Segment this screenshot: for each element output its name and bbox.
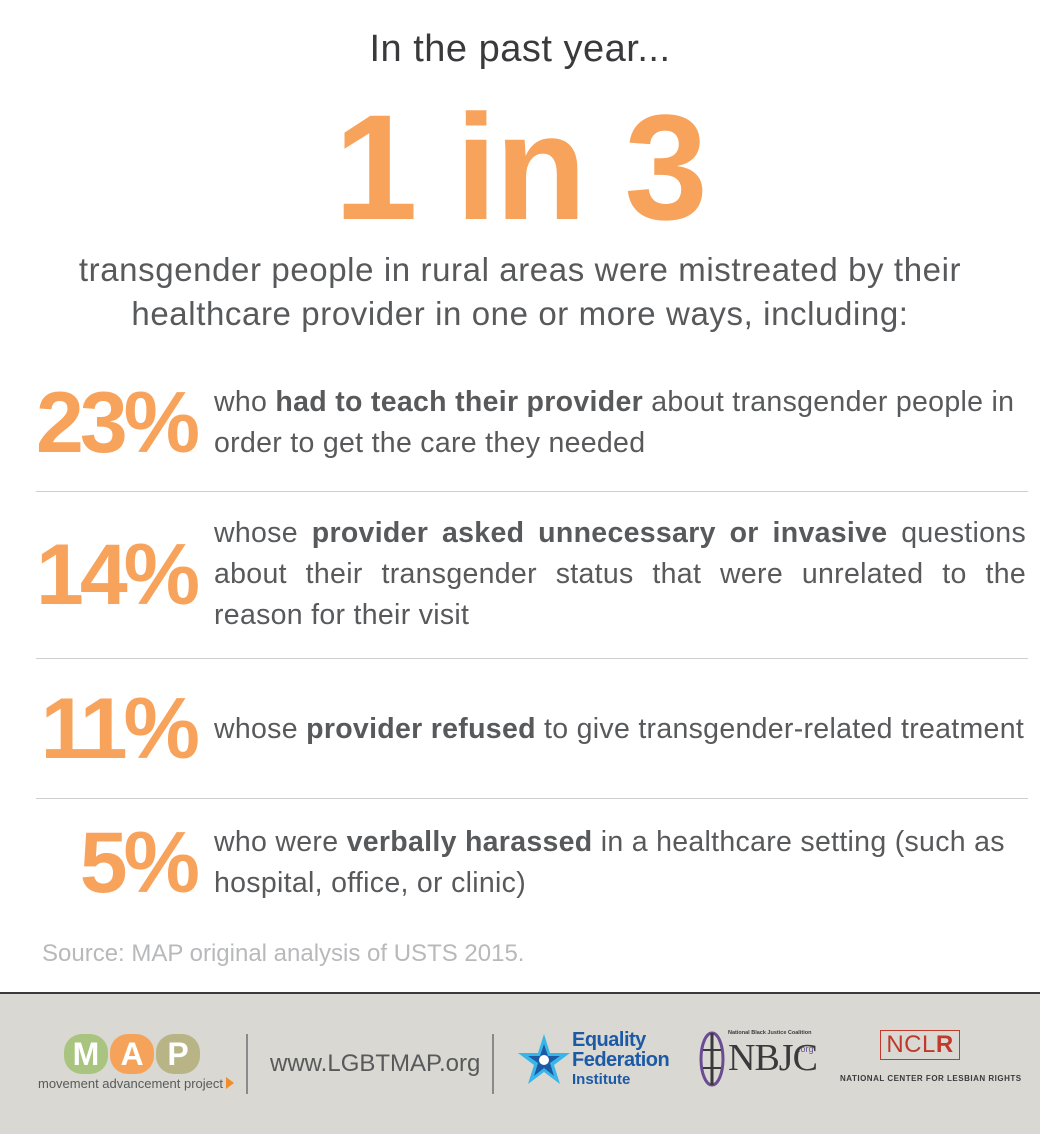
divider — [36, 658, 1028, 659]
divider — [36, 798, 1028, 799]
equality-star-icon — [518, 1034, 570, 1084]
footer-bar: M A P movement advancement project www.L… — [0, 992, 1040, 1134]
nbjc-name: NBJC — [728, 1037, 818, 1079]
efi-line3: Institute — [572, 1071, 631, 1088]
stat-percent: 11% — [40, 681, 200, 777]
stat-emphasis: had to teach their provider — [275, 386, 643, 418]
map-logo: M A P movement advancement project — [38, 1034, 234, 1096]
map-letter-m: M — [64, 1034, 108, 1074]
stat-description: who were verbally harassed in a healthca… — [214, 826, 1005, 899]
stat-emphasis: provider refused — [306, 712, 536, 745]
stat-description: whose provider refused to give transgend… — [214, 712, 1025, 745]
nbjc-emblem-icon — [699, 1031, 725, 1087]
stat-percent: 23% — [36, 375, 200, 471]
stat-description: who had to teach their provider about tr… — [214, 386, 1015, 459]
nbjc-tagline: National Black Justice Coalition — [728, 1030, 812, 1036]
subhead-text: transgender people in rural areas were m… — [78, 251, 962, 332]
stat-emphasis: provider asked unnecessary or invasive — [311, 517, 888, 549]
map-letter-a: A — [110, 1034, 154, 1074]
equality-federation-logo: Equality Federation Institute — [516, 1030, 686, 1090]
efi-line2: Federation — [572, 1049, 670, 1071]
map-tagline: movement advancement project — [38, 1076, 234, 1091]
nclr-subtitle: NATIONAL CENTER FOR LESBIAN RIGHTS — [840, 1074, 1022, 1083]
nbjc-logo: National Black Justice Coalition NBJC .o… — [698, 1030, 822, 1090]
source-citation: Source: MAP original analysis of USTS 20… — [42, 940, 525, 967]
stat-row: 14% whose provider asked unnecessary or … — [36, 513, 1028, 636]
stat-percent: 14% — [36, 526, 200, 623]
map-letter-p: P — [156, 1034, 200, 1074]
stat-emphasis: verbally harassed — [346, 826, 593, 858]
stat-row: 11% whose provider refused to give trans… — [36, 686, 1028, 772]
footer-separator — [246, 1034, 248, 1094]
stat-row: 5% who were verbally harassed in a healt… — [36, 820, 1028, 906]
intro-text: In the past year... — [369, 28, 671, 70]
website-link[interactable]: www.LGBTMAP.org — [270, 1050, 481, 1077]
play-arrow-icon — [225, 1077, 234, 1089]
stat-description: whose provider asked unnecessary or inva… — [214, 517, 1026, 631]
headline-stat: 1 in 3 — [334, 83, 708, 251]
divider — [36, 491, 1028, 492]
footer-separator — [492, 1034, 494, 1094]
stat-row: 23% who had to teach their provider abou… — [36, 380, 1028, 466]
nclr-logo: NCLR NATIONAL CENTER FOR LESBIAN RIGHTS — [840, 1030, 1021, 1090]
nbjc-org: .org — [798, 1044, 814, 1054]
efi-line1: Equality — [572, 1029, 646, 1051]
nclr-wordmark: NCLR — [880, 1030, 960, 1060]
stat-percent: 5% — [79, 815, 200, 911]
